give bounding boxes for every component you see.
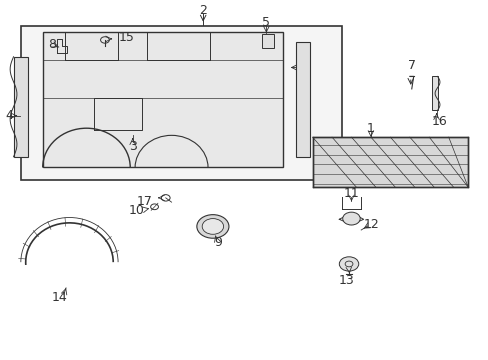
Text: 3: 3 (128, 140, 136, 153)
Text: 16: 16 (431, 114, 447, 127)
Polygon shape (295, 42, 309, 157)
Text: 6: 6 (296, 59, 304, 72)
FancyBboxPatch shape (21, 26, 341, 180)
Polygon shape (312, 137, 467, 187)
Text: 15: 15 (119, 31, 135, 44)
Text: 12: 12 (363, 218, 379, 231)
Text: 17: 17 (137, 195, 152, 208)
Text: 2: 2 (199, 4, 207, 17)
Circle shape (197, 215, 228, 238)
Text: 11: 11 (343, 187, 359, 200)
Text: 10: 10 (128, 204, 144, 217)
Text: 8: 8 (48, 38, 56, 51)
Circle shape (202, 219, 223, 234)
Circle shape (339, 257, 358, 271)
Text: 4: 4 (5, 109, 13, 122)
Polygon shape (431, 76, 437, 111)
Circle shape (342, 212, 360, 225)
Polygon shape (42, 32, 283, 167)
Polygon shape (261, 33, 273, 48)
Text: 13: 13 (338, 274, 354, 287)
Text: 5: 5 (262, 16, 270, 29)
Polygon shape (14, 57, 28, 157)
Text: 7: 7 (407, 59, 415, 72)
Text: 1: 1 (366, 122, 374, 135)
Text: 14: 14 (52, 291, 67, 304)
Text: 9: 9 (213, 236, 221, 249)
